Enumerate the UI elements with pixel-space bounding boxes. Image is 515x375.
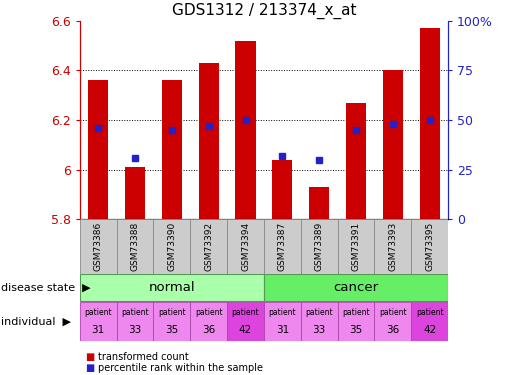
Text: ■: ■: [85, 352, 94, 362]
Bar: [338, 302, 374, 341]
Text: 42: 42: [239, 325, 252, 335]
Bar: [264, 274, 448, 302]
Text: 31: 31: [276, 325, 289, 335]
Text: percentile rank within the sample: percentile rank within the sample: [98, 363, 263, 373]
Bar: [411, 302, 448, 341]
Bar: [227, 302, 264, 341]
Title: GDS1312 / 213374_x_at: GDS1312 / 213374_x_at: [171, 3, 356, 19]
Bar: [338, 219, 374, 274]
Bar: [420, 28, 440, 219]
Bar: [80, 302, 117, 341]
Text: 36: 36: [386, 325, 400, 335]
Text: ■: ■: [85, 363, 94, 373]
Bar: [227, 219, 264, 274]
Text: GSM73394: GSM73394: [241, 222, 250, 271]
Text: GSM73386: GSM73386: [94, 222, 102, 271]
Text: disease state  ▶: disease state ▶: [1, 283, 91, 293]
Bar: [235, 40, 255, 219]
Bar: [309, 187, 329, 219]
Bar: [264, 302, 301, 341]
Text: patient: patient: [305, 308, 333, 317]
Bar: [80, 219, 117, 274]
Bar: [191, 219, 227, 274]
Text: patient: patient: [121, 308, 149, 317]
Bar: [301, 302, 338, 341]
Bar: [264, 219, 301, 274]
Bar: [411, 219, 448, 274]
Text: patient: patient: [416, 308, 443, 317]
Text: 42: 42: [423, 325, 436, 335]
Text: GSM73393: GSM73393: [388, 222, 397, 271]
Text: 33: 33: [128, 325, 142, 335]
Text: cancer: cancer: [333, 281, 379, 294]
Bar: [162, 80, 182, 219]
Bar: [199, 63, 219, 219]
Text: GSM73390: GSM73390: [167, 222, 176, 271]
Text: 35: 35: [349, 325, 363, 335]
Text: normal: normal: [148, 281, 195, 294]
Text: patient: patient: [158, 308, 186, 317]
Bar: [125, 167, 145, 219]
Text: individual  ▶: individual ▶: [1, 316, 71, 327]
Text: patient: patient: [342, 308, 370, 317]
Bar: [346, 103, 366, 219]
Text: transformed count: transformed count: [98, 352, 188, 362]
Bar: [191, 302, 227, 341]
Bar: [80, 274, 264, 302]
Text: GSM73391: GSM73391: [352, 222, 360, 271]
Text: GSM73392: GSM73392: [204, 222, 213, 271]
Bar: [116, 302, 153, 341]
Bar: [374, 219, 411, 274]
Bar: [301, 219, 338, 274]
Text: 36: 36: [202, 325, 215, 335]
Text: 33: 33: [313, 325, 326, 335]
Text: GSM73387: GSM73387: [278, 222, 287, 271]
Bar: [383, 70, 403, 219]
Text: 35: 35: [165, 325, 179, 335]
Text: patient: patient: [379, 308, 407, 317]
Bar: [272, 160, 293, 219]
Bar: [88, 80, 108, 219]
Bar: [153, 219, 191, 274]
Text: patient: patient: [84, 308, 112, 317]
Bar: [153, 302, 191, 341]
Bar: [116, 219, 153, 274]
Text: GSM73389: GSM73389: [315, 222, 323, 271]
Text: patient: patient: [268, 308, 296, 317]
Bar: [374, 302, 411, 341]
Text: GSM73388: GSM73388: [131, 222, 140, 271]
Text: 31: 31: [92, 325, 105, 335]
Text: GSM73395: GSM73395: [425, 222, 434, 271]
Text: patient: patient: [232, 308, 260, 317]
Text: patient: patient: [195, 308, 222, 317]
